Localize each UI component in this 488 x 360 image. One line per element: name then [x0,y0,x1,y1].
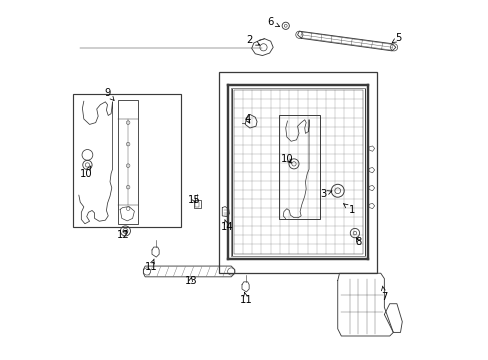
Text: 4: 4 [244,114,250,124]
Bar [118,100,138,224]
Text: 15: 15 [187,195,200,205]
Text: 10: 10 [80,166,92,179]
Bar [231,88,365,256]
Text: 1: 1 [343,204,355,216]
Text: 3: 3 [320,189,331,199]
Text: 14: 14 [221,220,233,232]
Bar [73,94,180,226]
Text: 11: 11 [240,292,252,305]
Text: 13: 13 [184,276,197,286]
Bar [219,72,376,273]
Text: 8: 8 [355,237,361,247]
Text: 6: 6 [266,17,279,27]
Bar [195,202,199,207]
Text: 7: 7 [380,286,387,302]
Bar [278,116,319,220]
Bar [233,90,362,253]
Text: 10: 10 [281,154,293,164]
Text: 9: 9 [104,88,114,100]
Text: 11: 11 [144,259,157,272]
Bar [193,200,201,208]
Text: 2: 2 [246,35,259,45]
Text: 12: 12 [117,230,129,239]
Bar [228,85,367,259]
Text: 5: 5 [391,33,401,43]
